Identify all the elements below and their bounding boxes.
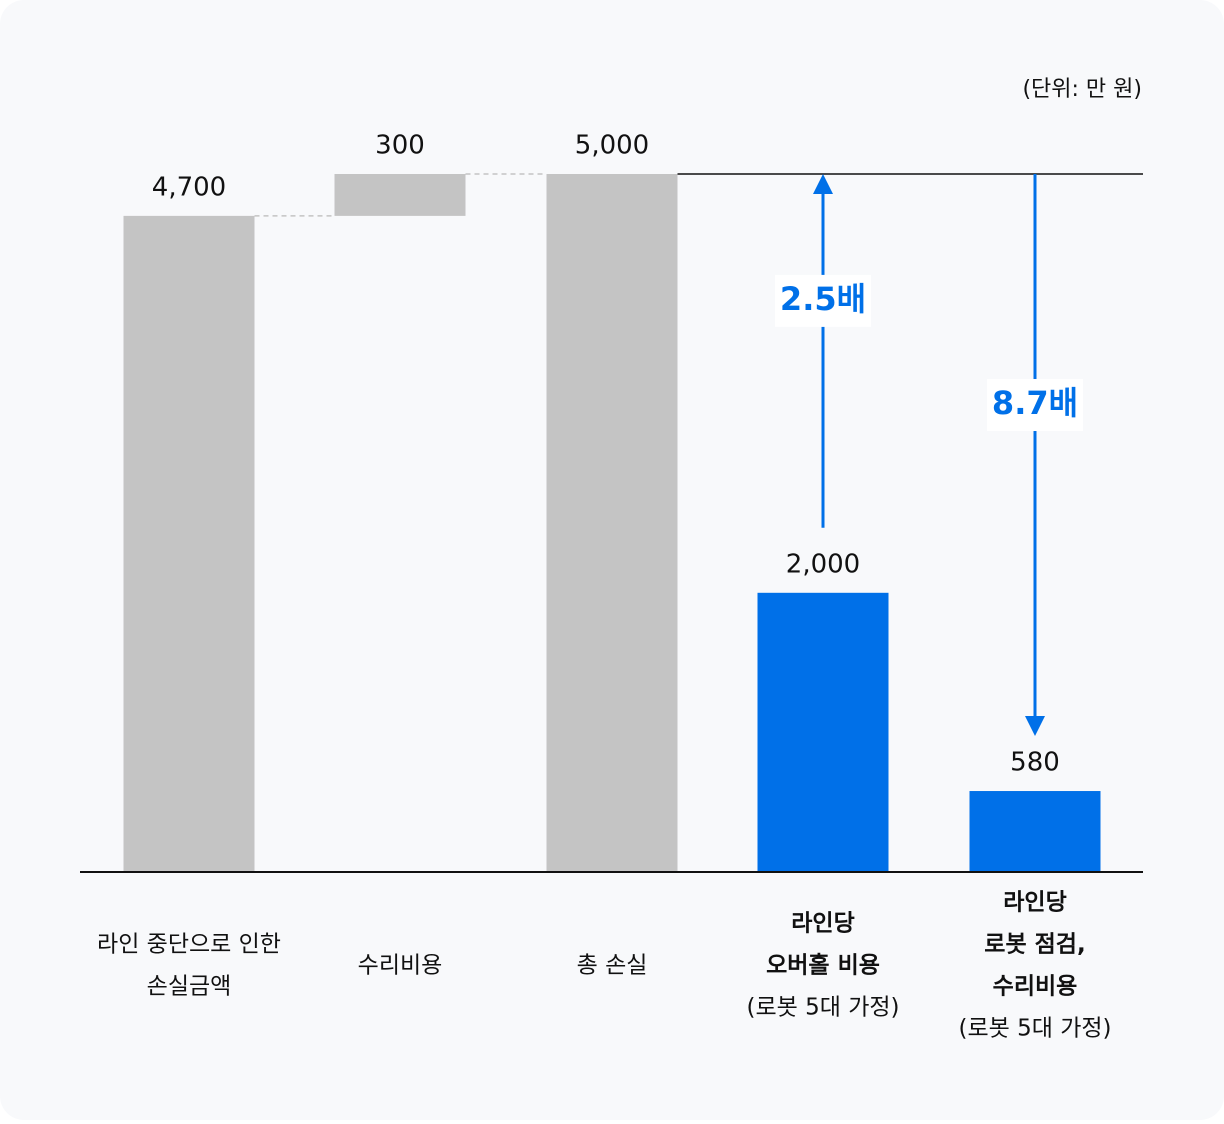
- bar: [546, 174, 678, 872]
- value-label: 5,000: [575, 131, 649, 161]
- bar: [123, 215, 255, 872]
- value-label: 2,000: [786, 549, 860, 579]
- x-tick-label: 로봇 점검,: [984, 932, 1085, 958]
- bar: [757, 592, 889, 872]
- x-tick-label: 수리비용: [993, 974, 1078, 1000]
- annotation: 8.7배: [992, 384, 1078, 422]
- x-tick-label: (로봇 5대 가정): [958, 1016, 1111, 1042]
- x-tick-label: 라인당: [1003, 890, 1066, 916]
- bar: [334, 174, 466, 216]
- value-label: 580: [1010, 748, 1060, 778]
- x-tick-label: 오버홀 비용: [766, 953, 880, 979]
- x-tick-label: (로봇 5대 가정): [746, 995, 899, 1021]
- x-tick-label: 총 손실: [577, 953, 648, 979]
- arrow-head: [813, 174, 833, 194]
- x-tick-label: 손실금액: [147, 974, 232, 1000]
- annotation-bg: [987, 379, 1083, 432]
- arrow-head: [1025, 716, 1045, 737]
- value-label: 4,700: [152, 172, 226, 202]
- x-tick-label: 라인당: [791, 911, 854, 937]
- bar: [969, 791, 1101, 872]
- annotation-bg: [775, 274, 871, 327]
- x-tick-label: 수리비용: [358, 953, 443, 979]
- value-label: 300: [375, 131, 425, 161]
- unit-label: (단위: 만 원): [1022, 77, 1142, 102]
- x-tick-label: 라인 중단으로 인한: [97, 932, 281, 958]
- annotation: 2.5배: [780, 280, 866, 318]
